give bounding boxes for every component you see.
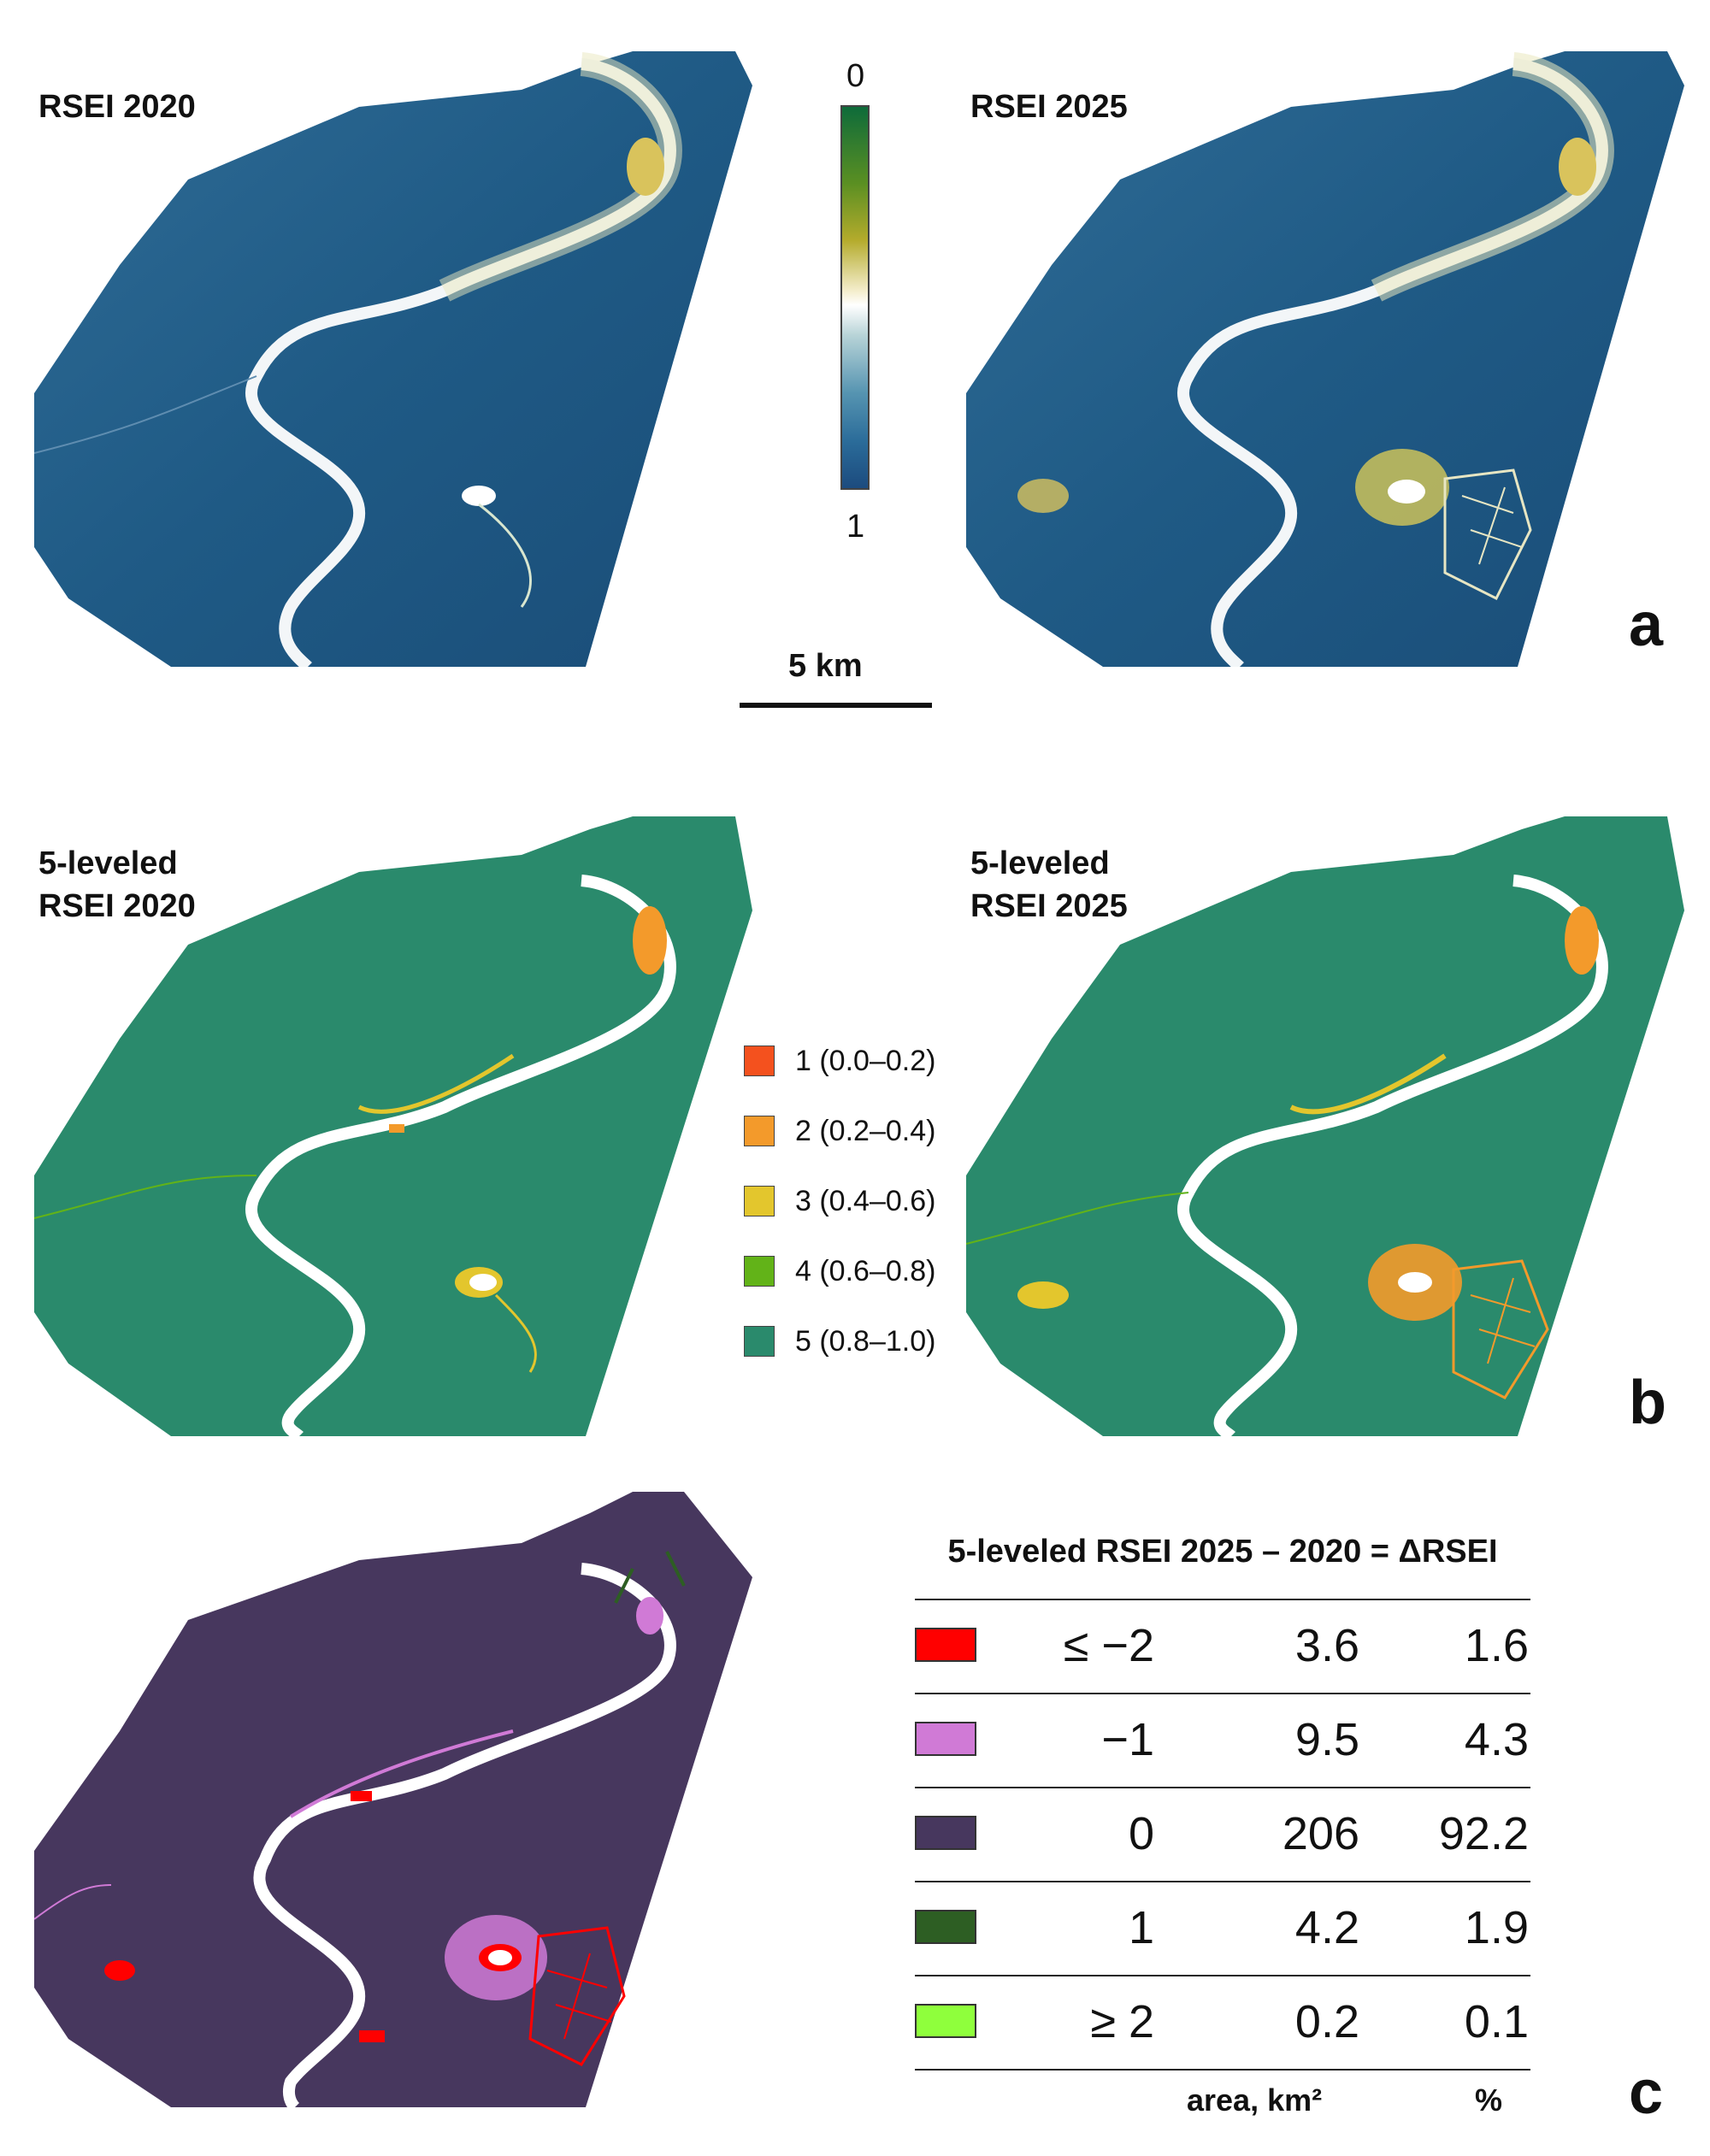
legend-label: 1 (0.0–0.2) (795, 1044, 936, 1077)
panel-letter-b: b (1629, 1369, 1666, 1437)
legend-item: 1 (0.0–0.2) (744, 1026, 935, 1096)
class-label: −1 (1101, 1714, 1154, 1765)
legend-swatch (744, 1116, 775, 1146)
map-title-levels-2025-line1: 5-leveled (970, 845, 1110, 881)
legend-swatch (744, 1046, 775, 1076)
area-column-header: area, km² (1187, 2082, 1323, 2118)
percent-value: 1.9 (1464, 1902, 1529, 1953)
table-row: ≤ −2 3.6 1.6 (915, 1599, 1530, 1693)
delta-rsei-map (34, 1492, 752, 2107)
percent-column-header: % (1475, 2082, 1503, 2118)
legend-swatch (744, 1256, 775, 1287)
colorbar-bottom-label: 1 (846, 509, 865, 545)
bright-area-pit (462, 486, 496, 506)
levels-2020-map (34, 816, 752, 1436)
legend-label: 5 (0.8–1.0) (795, 1324, 936, 1358)
map-title-levels-2020-line2: RSEI 2020 (38, 888, 196, 924)
legend-swatch (744, 1326, 775, 1357)
panel-letter-a: a (1629, 591, 1664, 659)
rsei-2020-map (34, 51, 752, 667)
class-label: 0 (1128, 1808, 1154, 1859)
rsei-2025-map (966, 51, 1684, 667)
class-label: ≥ 2 (1090, 1996, 1154, 2047)
levels-legend: 1 (0.0–0.2) 2 (0.2–0.4) 3 (0.4–0.6) 4 (0… (744, 1026, 935, 1376)
legend-swatch (744, 1186, 775, 1216)
scalebar-label: 5 km (788, 648, 863, 684)
legend-label: 4 (0.6–0.8) (795, 1254, 936, 1287)
map-title-levels-2025-line2: RSEI 2025 (970, 888, 1128, 924)
percent-value: 92.2 (1438, 1808, 1529, 1859)
class-swatch (915, 1816, 976, 1850)
legend-item: 4 (0.6–0.8) (744, 1236, 935, 1306)
area-value: 206 (1282, 1808, 1359, 1859)
table-title: 5-leveled RSEI 2025 – 2020 = ΔRSEI (947, 1534, 1498, 1570)
study-area-shape (34, 51, 752, 667)
levels-2025-map (966, 816, 1684, 1436)
area-value: 9.5 (1294, 1714, 1359, 1765)
table-row: 0 206 92.2 (915, 1787, 1530, 1881)
panel-letter-c: c (1629, 2059, 1664, 2127)
bright-area-ne (627, 138, 664, 196)
map-title-levels-2020-line1: 5-leveled (38, 845, 178, 881)
table-row: 1 4.2 1.9 (915, 1881, 1530, 1975)
legend-item: 5 (0.8–1.0) (744, 1306, 935, 1376)
class-swatch (915, 1910, 976, 1944)
table-footer: area, km² % (915, 2071, 1530, 2122)
percent-value: 0.1 (1464, 1996, 1529, 2047)
legend-item: 2 (0.2–0.4) (744, 1096, 935, 1166)
area-value: 0.2 (1294, 1996, 1359, 2047)
class-swatch (915, 1628, 976, 1662)
delta-rsei-table: 5-leveled RSEI 2025 – 2020 = ΔRSEI ≤ −2 … (915, 1530, 1530, 2122)
map-title-rsei-2025: RSEI 2025 (970, 89, 1128, 125)
colorbar-top-label: 0 (846, 58, 865, 94)
area-value: 4.2 (1294, 1902, 1359, 1953)
legend-label: 3 (0.4–0.6) (795, 1184, 936, 1217)
class-label: ≤ −2 (1063, 1620, 1154, 1671)
colorbar (840, 105, 870, 490)
map-title-rsei-2020: RSEI 2020 (38, 89, 196, 125)
area-value: 3.6 (1294, 1620, 1359, 1671)
legend-item: 3 (0.4–0.6) (744, 1166, 935, 1236)
percent-value: 1.6 (1464, 1620, 1529, 1671)
table-row: −1 9.5 4.3 (915, 1693, 1530, 1787)
table-row: ≥ 2 0.2 0.1 (915, 1975, 1530, 2071)
class-label: 1 (1128, 1902, 1154, 1953)
legend-label: 2 (0.2–0.4) (795, 1114, 936, 1147)
class-swatch (915, 2004, 976, 2038)
percent-value: 4.3 (1464, 1714, 1529, 1765)
scalebar (740, 703, 932, 708)
class-swatch (915, 1722, 976, 1756)
